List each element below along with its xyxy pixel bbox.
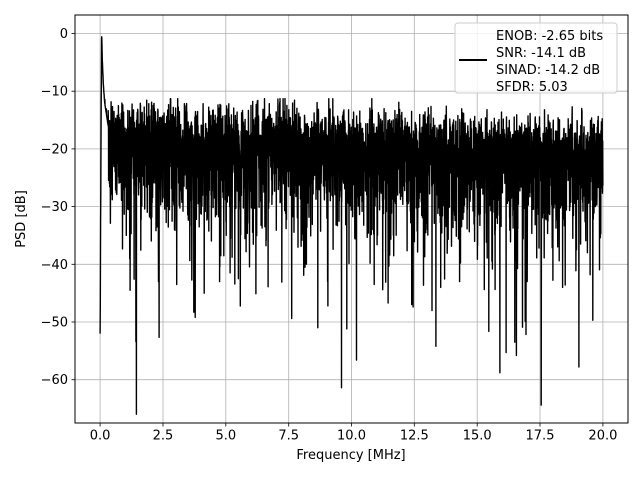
x-tick-label: 7.5 [278,429,299,444]
legend-enob: ENOB: -2.65 bits [496,29,603,44]
legend-sinad: SINAD: -14.2 dB [496,63,600,78]
x-tick-label: 0.0 [90,429,111,444]
x-axis-label: Frequency [MHz] [296,448,405,463]
legend: ENOB: -2.65 bits SNR: -14.1 dB SINAD: -1… [454,22,618,95]
x-tick-label: 10.0 [337,429,366,444]
y-tick-label: −10 [41,85,68,100]
legend-box [454,22,618,94]
psd-trace [99,36,604,415]
x-tick-labels: 0.0 2.5 5.0 7.5 10.0 12.5 15.0 17.5 20.0 [90,429,618,444]
legend-sfdr: SFDR: 5.03 [496,80,568,95]
y-tick-labels: 0 −10 −20 −30 −40 −50 −60 [41,27,68,388]
y-tick-label: −40 [41,258,68,273]
legend-snr: SNR: -14.1 dB [496,46,586,61]
x-tick-label: 15.0 [463,429,492,444]
x-tick-label: 17.5 [526,429,555,444]
x-tick-label: 12.5 [400,429,429,444]
x-tick-label: 5.0 [215,429,236,444]
y-tick-label: −50 [41,316,68,331]
y-tick-label: −30 [41,200,68,215]
x-tick-label: 20.0 [588,429,617,444]
x-tick-label: 2.5 [153,429,174,444]
y-axis-label: PSD [dB] [14,190,29,248]
tick-marks [71,33,604,427]
y-tick-label: −60 [41,373,68,388]
y-tick-label: 0 [60,27,68,42]
y-tick-label: −20 [41,142,68,157]
